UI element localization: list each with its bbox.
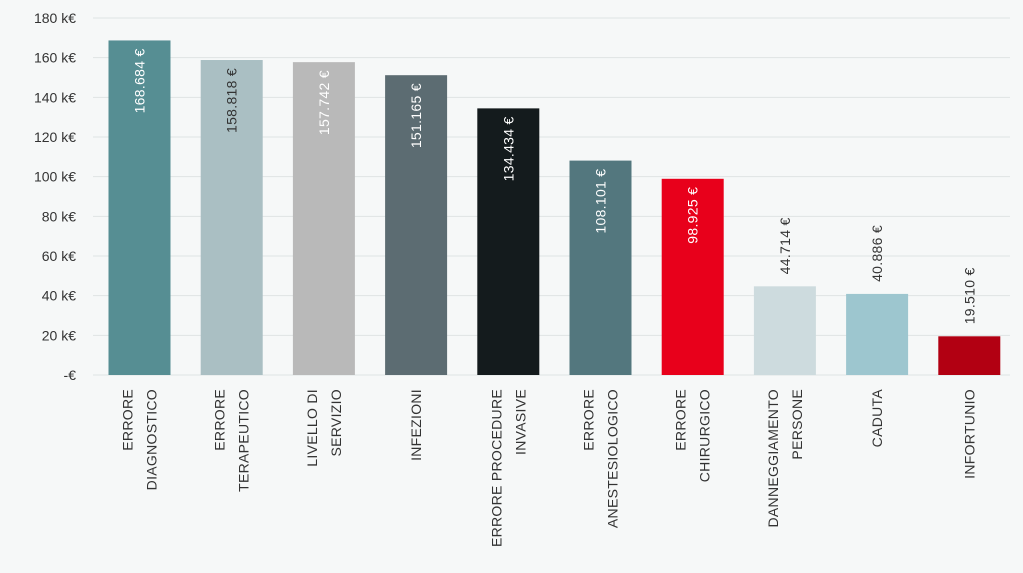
category-label: INFORTUNIO xyxy=(961,389,977,479)
bar xyxy=(938,336,1001,375)
value-label: 40.886 € xyxy=(869,225,885,282)
category-label: ANESTESIOLOGICO xyxy=(605,389,621,528)
x-axis: ERRORE DIAGNOSTICO ERRORE TERAPEUTICO LIVELL… xyxy=(120,389,978,547)
bar xyxy=(661,178,724,375)
category-label: INFEZIONI xyxy=(408,389,424,461)
value-label: 168.684 € xyxy=(132,48,148,113)
category-label: ERRORE xyxy=(120,389,136,451)
category-label: DIAGNOSTICO xyxy=(144,389,160,490)
y-tick-label: 100 k€ xyxy=(34,169,76,185)
bar xyxy=(385,75,448,375)
value-label: 158.818 € xyxy=(224,68,240,133)
category-label: ERRORE PROCEDURE xyxy=(488,389,504,547)
value-label: 157.742 € xyxy=(316,70,332,135)
bar xyxy=(108,40,171,376)
bar xyxy=(200,60,263,376)
y-tick-label: 80 k€ xyxy=(42,208,76,224)
value-label: 44.714 € xyxy=(777,217,793,274)
value-label: 151.165 € xyxy=(408,83,424,148)
y-tick-label: -€ xyxy=(64,367,77,383)
bar xyxy=(477,108,540,376)
y-tick-label: 140 k€ xyxy=(34,89,76,105)
bar xyxy=(292,62,355,376)
y-tick-label: 160 k€ xyxy=(34,50,76,66)
value-labels: 168.684 € 158.818 € 157.742 € 151.165 € 134.… xyxy=(132,48,978,324)
category-label: CADUTA xyxy=(869,389,885,448)
y-tick-label: 60 k€ xyxy=(42,248,76,264)
bars xyxy=(108,40,1001,376)
y-tick-label: 180 k€ xyxy=(34,10,76,26)
bar xyxy=(846,293,909,375)
category-label: INVASIVE xyxy=(512,389,528,455)
value-label: 134.434 € xyxy=(500,116,516,181)
category-label: CHIRURGICO xyxy=(697,389,713,482)
y-tick-label: 40 k€ xyxy=(42,288,76,304)
value-label: 19.510 € xyxy=(961,267,977,324)
category-label: ERRORE xyxy=(212,389,228,451)
value-label: 108.101 € xyxy=(593,169,609,234)
category-label: ERRORE xyxy=(581,389,597,451)
category-label: TERAPEUTICO xyxy=(236,389,252,492)
y-tick-label: 20 k€ xyxy=(42,327,76,343)
y-axis: -€ 20 k€ 40 k€ 60 k€ 80 k€ 100 k€ 120 k€ 140 k€… xyxy=(34,10,76,383)
bar xyxy=(753,286,816,375)
bar xyxy=(569,160,632,375)
y-tick-label: 120 k€ xyxy=(34,129,76,145)
category-label: SERVIZIO xyxy=(328,389,344,457)
value-label: 98.925 € xyxy=(685,187,701,244)
category-label: DANNEGGIAMENTO xyxy=(765,389,781,528)
category-label: PERSONE xyxy=(789,389,805,460)
category-label: ERRORE xyxy=(673,389,689,451)
category-label: LIVELLO DI xyxy=(304,389,320,467)
